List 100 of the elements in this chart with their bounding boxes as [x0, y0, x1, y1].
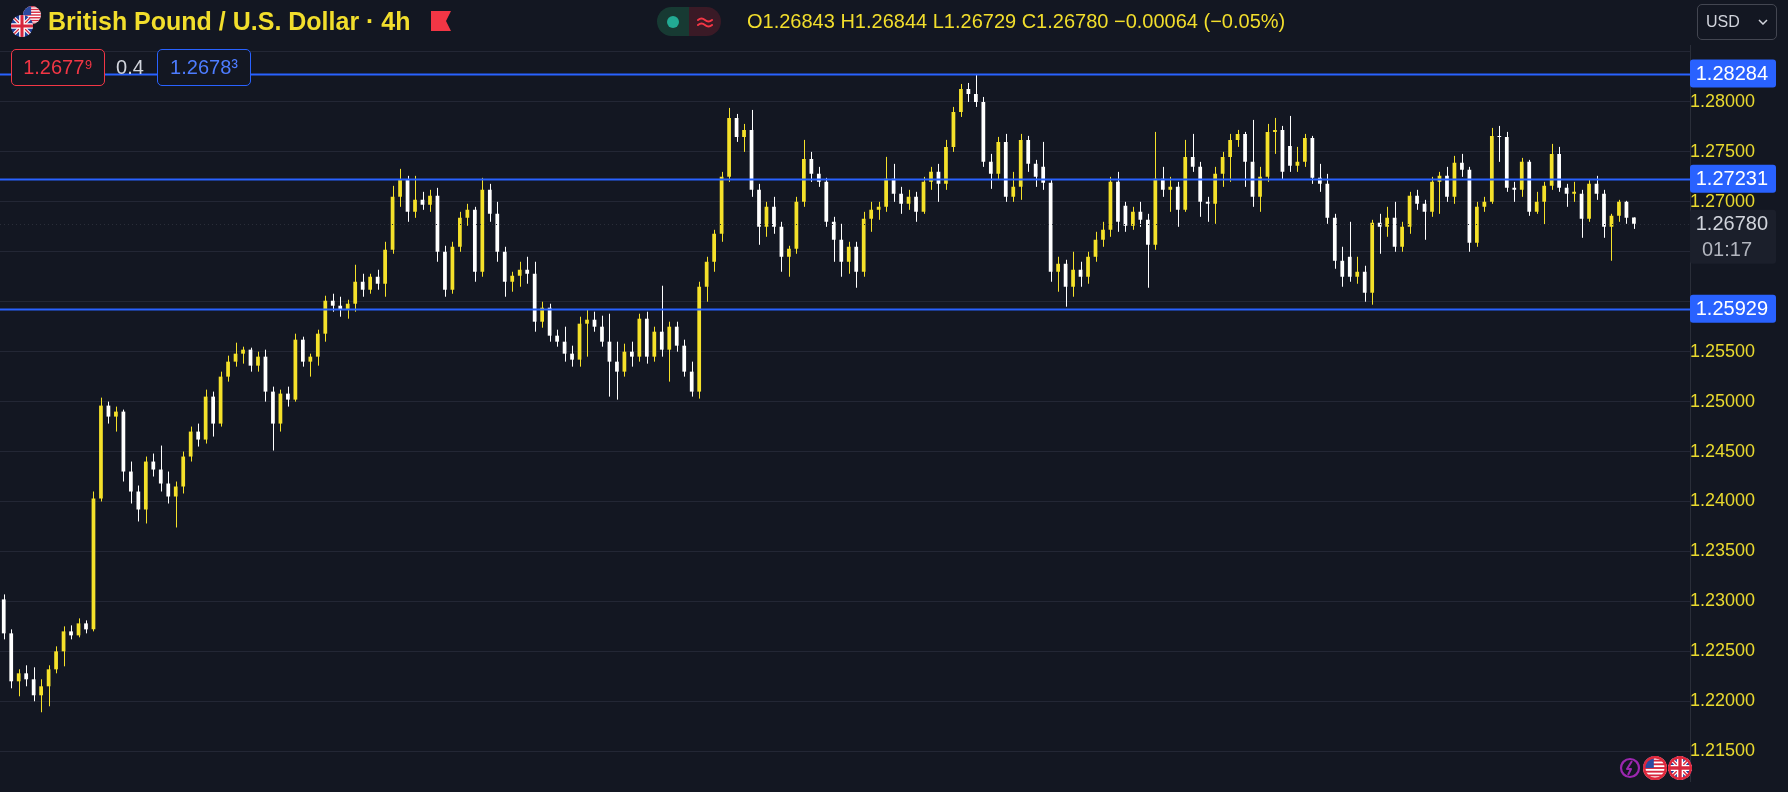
candlestick	[1617, 199, 1621, 223]
candlestick	[1497, 125, 1502, 163]
candlestick	[659, 285, 664, 358]
candlestick	[1572, 181, 1576, 203]
candlestick	[136, 485, 141, 522]
y-tick-label: 1.25500	[1689, 340, 1756, 361]
candlestick	[570, 345, 574, 368]
text: 01:17	[1702, 238, 1753, 261]
ref-line-label: 1.26780	[1695, 212, 1768, 235]
candlestick	[166, 471, 171, 504]
candlestick	[1011, 171, 1016, 203]
candlestick	[1220, 151, 1225, 188]
candlestick	[1026, 135, 1031, 173]
candlestick	[525, 256, 530, 285]
y-tick-label: 1.23000	[1689, 590, 1756, 611]
y-tick-label: 1.24000	[1689, 490, 1756, 511]
candlestick	[540, 301, 545, 329]
chart-subtitle: O1.26843 H1.26844 L1.26729 C1.26780 −0.00064 (−0.05%)	[747, 9, 1286, 33]
candlestick	[1071, 251, 1075, 298]
candlestick	[1101, 221, 1105, 248]
candlestick	[114, 406, 118, 433]
candlestick	[973, 73, 978, 108]
y-tick-label: 1.23500	[1689, 540, 1756, 561]
candlestick	[846, 241, 851, 275]
candlestick	[54, 645, 58, 674]
candlestick	[196, 423, 201, 448]
candlestick	[839, 223, 844, 278]
y-tick-label: 1.28000	[1689, 90, 1756, 111]
annotation: 0.4	[115, 55, 145, 80]
candlestick	[1377, 213, 1382, 255]
annotation: 1.2677⁹	[11, 49, 105, 86]
candlestick	[1303, 133, 1307, 168]
candlestick	[1534, 191, 1539, 215]
ref-line-label: 1.27231	[1695, 167, 1768, 190]
candlestick	[1033, 159, 1038, 188]
candlestick	[1190, 133, 1195, 173]
candlestick	[1355, 256, 1360, 285]
candlestick	[375, 269, 380, 291]
candlestick	[1347, 221, 1352, 283]
candlestick	[398, 168, 402, 208]
candlestick	[1445, 166, 1449, 203]
candlestick	[517, 261, 522, 288]
candlestick	[315, 329, 320, 367]
candlestick	[1168, 176, 1173, 213]
ref-line-label: 1.28284	[1695, 62, 1768, 85]
candlestick	[31, 666, 36, 702]
candlestick	[1288, 115, 1292, 173]
candlestick	[487, 183, 492, 223]
candlestick	[151, 453, 156, 478]
candlestick	[689, 361, 694, 398]
candlestick	[1131, 206, 1135, 231]
candlestick	[256, 351, 260, 373]
candlestick	[1415, 189, 1419, 211]
candlestick	[831, 216, 836, 263]
candlestick	[988, 153, 993, 190]
candlestick	[869, 201, 874, 233]
candlestick	[39, 678, 43, 713]
candlestick	[1460, 153, 1464, 178]
candlestick	[510, 271, 515, 293]
candlestick	[742, 123, 746, 153]
candlestick	[158, 445, 163, 493]
candlestick	[667, 321, 672, 383]
candlestick	[360, 273, 365, 298]
candlestick	[1340, 246, 1345, 288]
candlestick	[1056, 256, 1060, 293]
candlestick	[1273, 117, 1277, 155]
candlestick	[959, 83, 963, 118]
candlestick	[24, 664, 29, 687]
candlestick	[128, 461, 133, 504]
text: USD	[1706, 13, 1740, 31]
candlestick	[585, 309, 589, 358]
candlestick	[1258, 166, 1262, 213]
candlestick	[353, 264, 358, 313]
candlestick	[899, 186, 903, 215]
candlestick	[1175, 181, 1180, 228]
candlestick	[300, 336, 305, 368]
candlestick	[772, 196, 776, 235]
candlestick	[615, 341, 619, 401]
candlestick	[914, 191, 918, 223]
y-tick-label: 1.22500	[1689, 640, 1756, 661]
candlestick	[16, 668, 21, 697]
candlestick	[1362, 265, 1367, 303]
y-tick-label: 1.27000	[1689, 190, 1756, 211]
candlestick	[308, 353, 313, 378]
candlestick	[1385, 206, 1390, 238]
candlestick	[286, 386, 290, 408]
candlestick	[1400, 221, 1404, 253]
candlestick	[345, 299, 350, 320]
y-tick-label: 1.25000	[1689, 390, 1756, 411]
candlestick	[1086, 251, 1090, 285]
candlestick	[1512, 181, 1517, 203]
candlestick	[600, 315, 604, 348]
candlestick	[226, 355, 230, 383]
candlestick	[1542, 181, 1547, 226]
annotation: 1.2678³	[157, 49, 251, 86]
y-tick-label: 1.22000	[1689, 690, 1756, 711]
ref-line-label: 1.25929	[1695, 297, 1768, 320]
candlestick	[630, 341, 634, 368]
y-tick-label: 1.21500	[1689, 740, 1756, 761]
candlestick	[465, 203, 470, 227]
